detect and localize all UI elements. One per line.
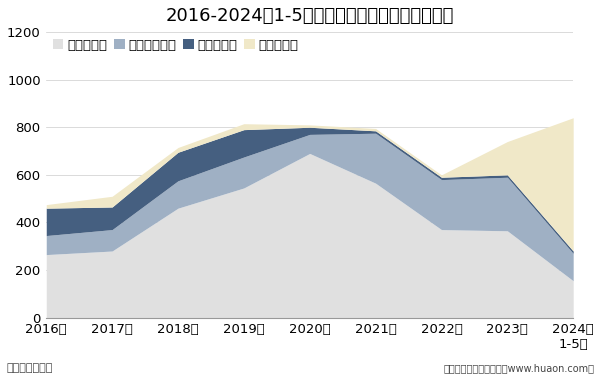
Text: 制图：华经产业研究院（www.huaon.com）: 制图：华经产业研究院（www.huaon.com） — [444, 363, 595, 373]
Text: 单位：亿千瓦时: 单位：亿千瓦时 — [6, 363, 52, 373]
Legend: 水力发电量, 太阳能发电量, 火力发电量, 风力发电量: 水力发电量, 太阳能发电量, 火力发电量, 风力发电量 — [53, 39, 299, 52]
Title: 2016-2024年1-5月青海省各发电类型发电量统计: 2016-2024年1-5月青海省各发电类型发电量统计 — [165, 7, 454, 25]
